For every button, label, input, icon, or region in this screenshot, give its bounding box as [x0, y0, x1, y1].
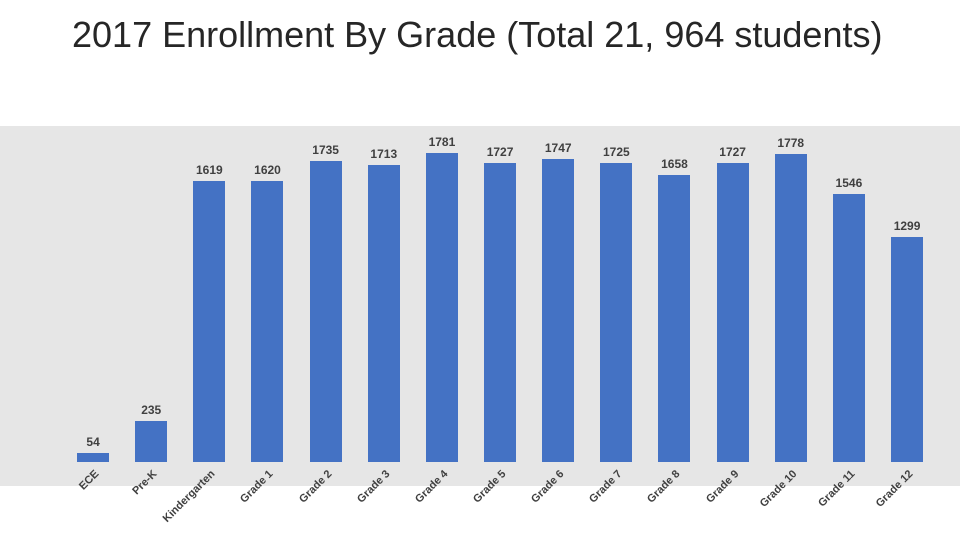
chart-title: 2017 Enrollment By Grade (Total 21, 964 …	[72, 14, 920, 55]
bar-col: 54	[64, 130, 122, 462]
axis-label-col: Grade 5	[471, 462, 529, 518]
axis-category-label: Grade 9	[704, 468, 741, 505]
axis-label-col: Grade 11	[820, 462, 878, 518]
axis-category-label: Grade 8	[645, 468, 682, 505]
bar-value-label: 1735	[312, 143, 339, 157]
bar-value-label: 1619	[196, 163, 223, 177]
axis-label-col: Grade 8	[645, 462, 703, 518]
axis-label-col: Grade 7	[587, 462, 645, 518]
bar-col: 1781	[413, 130, 471, 462]
bar-col: 1658	[645, 130, 703, 462]
bar	[891, 237, 923, 462]
axis-category-label: Grade 7	[587, 468, 624, 505]
axis-label-col: Grade 2	[297, 462, 355, 518]
axis-label-col: Grade 6	[529, 462, 587, 518]
bar	[717, 163, 749, 462]
bar-value-label: 1778	[777, 136, 804, 150]
bar-value-label: 1713	[370, 147, 397, 161]
bar-col: 1713	[355, 130, 413, 462]
axis-category-label: Grade 10	[757, 468, 799, 510]
axis-label-col: Grade 9	[704, 462, 762, 518]
bar-value-label: 1781	[429, 135, 456, 149]
axis-category-label: Grade 6	[529, 468, 566, 505]
axis-label-col: Grade 3	[355, 462, 413, 518]
axis-category-label: Grade 3	[355, 468, 392, 505]
bar	[658, 175, 690, 462]
bar-value-label: 235	[141, 403, 161, 417]
labels-container: ECE Pre-K KindergartenGrade 1 Grade 2 Grade …	[64, 462, 936, 518]
bar-value-label: 1658	[661, 157, 688, 171]
bar	[193, 181, 225, 462]
bar-col: 1619	[180, 130, 238, 462]
axis-label-col: Grade 10	[762, 462, 820, 518]
bar-value-label: 1725	[603, 145, 630, 159]
axis-category-label: Grade 2	[297, 468, 334, 505]
bar-col: 1727	[704, 130, 762, 462]
bar-col: 1299	[878, 130, 936, 462]
bar-col: 1725	[587, 130, 645, 462]
bar	[426, 153, 458, 462]
axis-category-label: Grade 1	[239, 468, 276, 505]
bar-value-label: 54	[86, 435, 99, 449]
slide: 2017 Enrollment By Grade (Total 21, 964 …	[0, 0, 960, 540]
bar-col: 1735	[297, 130, 355, 462]
axis-category-label: Grade 12	[874, 468, 916, 510]
bar	[77, 453, 109, 462]
axis-category-label: Grade 4	[413, 468, 450, 505]
axis-category-label: Grade 11	[816, 468, 857, 509]
axis-category-label: Grade 5	[471, 468, 508, 505]
bar	[775, 154, 807, 462]
axis-label-col: Grade 1	[238, 462, 296, 518]
bar-col: 1620	[238, 130, 296, 462]
axis-category-label: ECE	[77, 468, 101, 492]
bar-value-label: 1299	[894, 219, 921, 233]
bar	[310, 161, 342, 462]
bar-col: 1727	[471, 130, 529, 462]
bar-col: 1546	[820, 130, 878, 462]
bars-container: 54 235 1619 1620 1735 1713 1781 1727 1747 1725 165…	[64, 130, 936, 462]
bar-col: 1778	[762, 130, 820, 462]
bar	[484, 163, 516, 462]
bar-col: 235	[122, 130, 180, 462]
bar	[135, 421, 167, 462]
chart-plot-area: 54 235 1619 1620 1735 1713 1781 1727 1747 1725 165…	[0, 130, 960, 518]
bar-value-label: 1727	[719, 145, 746, 159]
axis-label-col: Kindergarten	[180, 462, 238, 518]
axis-label-col: Grade 12	[878, 462, 936, 518]
bar-col: 1747	[529, 130, 587, 462]
bar	[542, 159, 574, 462]
axis-label-col: Grade 4	[413, 462, 471, 518]
bar-value-label: 1546	[836, 176, 863, 190]
bar-value-label: 1747	[545, 141, 572, 155]
bar	[833, 194, 865, 462]
bar	[368, 165, 400, 462]
bar	[251, 181, 283, 462]
axis-category-label: Pre-K	[130, 468, 159, 497]
bar-value-label: 1727	[487, 145, 514, 159]
axis-label-col: ECE	[64, 462, 122, 518]
bar	[600, 163, 632, 462]
bar-value-label: 1620	[254, 163, 281, 177]
